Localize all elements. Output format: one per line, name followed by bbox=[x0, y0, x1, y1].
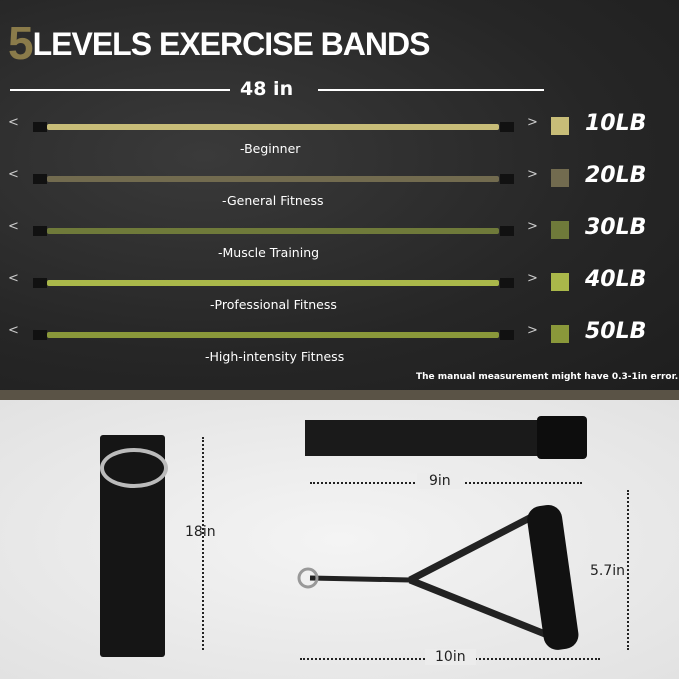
divider bbox=[0, 390, 679, 400]
title-text: LEVELS EXERCISE BANDS bbox=[32, 26, 431, 62]
band-cap bbox=[500, 226, 514, 236]
ankle-strap bbox=[305, 420, 540, 456]
handle-length: 10in bbox=[425, 649, 476, 665]
length-label: 48 in bbox=[240, 78, 294, 100]
length-arrow-right bbox=[318, 89, 544, 91]
level-label: -Beginner bbox=[240, 141, 301, 156]
hook-icon: > bbox=[527, 271, 538, 286]
d-ring-icon bbox=[100, 448, 168, 488]
band-cap bbox=[33, 330, 47, 340]
title-number: 5 bbox=[8, 17, 34, 69]
hook-icon: < bbox=[8, 167, 19, 182]
color-swatch bbox=[551, 221, 569, 239]
color-swatch bbox=[551, 169, 569, 187]
length-arrow-left bbox=[10, 89, 230, 91]
hook-icon: < bbox=[8, 323, 19, 338]
resistance-label: 30LB bbox=[585, 215, 647, 240]
resistance-label: 10LB bbox=[585, 111, 647, 136]
hook-icon: > bbox=[527, 323, 538, 338]
level-label: -Muscle Training bbox=[218, 245, 320, 260]
resistance-label: 50LB bbox=[585, 319, 647, 344]
door-anchor-length: 18in bbox=[185, 524, 216, 540]
color-swatch bbox=[551, 117, 569, 135]
hook-icon: > bbox=[527, 167, 538, 182]
band-cap bbox=[500, 330, 514, 340]
band-4 bbox=[47, 332, 499, 338]
color-swatch bbox=[551, 273, 569, 291]
resistance-label: 40LB bbox=[585, 267, 647, 292]
level-label: -Professional Fitness bbox=[210, 297, 337, 312]
level-label: -High-intensity Fitness bbox=[205, 349, 345, 364]
strap-end bbox=[537, 416, 587, 459]
band-0 bbox=[47, 124, 499, 130]
hook-icon: > bbox=[527, 219, 538, 234]
band-3 bbox=[47, 280, 499, 286]
hook-icon: > bbox=[527, 115, 538, 130]
band-cap bbox=[500, 122, 514, 132]
band-1 bbox=[47, 176, 499, 182]
handle-icon bbox=[297, 504, 579, 650]
band-cap bbox=[500, 278, 514, 288]
page-title: 5LEVELS EXERCISE BANDS bbox=[8, 16, 431, 70]
band-cap bbox=[500, 174, 514, 184]
handle-height: 5.7in bbox=[590, 563, 626, 579]
band-cap bbox=[33, 278, 47, 288]
hook-icon: < bbox=[8, 271, 19, 286]
band-cap bbox=[33, 174, 47, 184]
ankle-strap-length: 9in bbox=[417, 473, 463, 489]
dimension-line-vertical bbox=[202, 437, 204, 650]
hook-icon: < bbox=[8, 115, 19, 130]
measurement-note: The manual measurement might have 0.3-1i… bbox=[416, 372, 679, 382]
dimension-line-vertical bbox=[627, 490, 629, 650]
band-cap bbox=[33, 226, 47, 236]
band-cap bbox=[33, 122, 47, 132]
resistance-label: 20LB bbox=[585, 163, 647, 188]
level-label: -General Fitness bbox=[222, 193, 324, 208]
color-swatch bbox=[551, 325, 569, 343]
band-2 bbox=[47, 228, 499, 234]
hook-icon: < bbox=[8, 219, 19, 234]
